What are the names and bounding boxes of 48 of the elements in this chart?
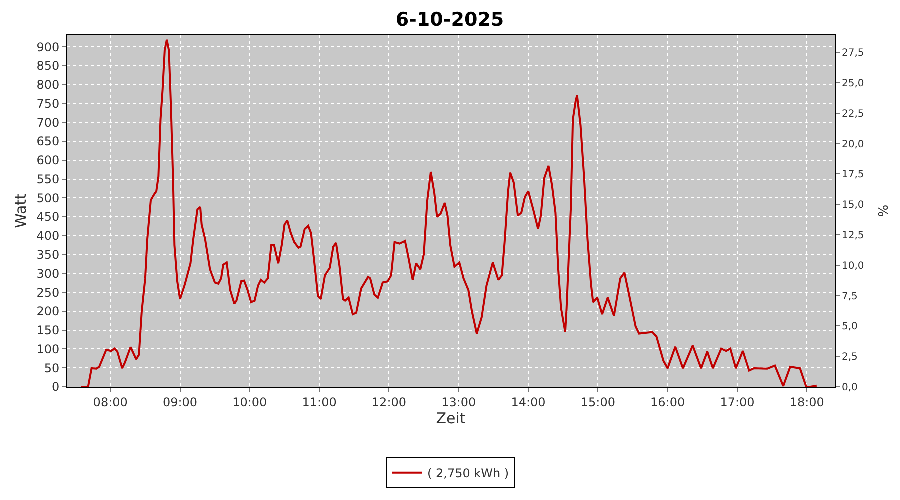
y2-tick-label: 25,0 [842, 78, 864, 90]
y-tick-label: 450 [36, 210, 60, 224]
y-tick-label: 0 [52, 380, 60, 394]
legend-label: ( 2,750 kWh ) [428, 466, 510, 481]
chart-title: 6-10-2025 [396, 8, 504, 31]
y-tick-label: 900 [36, 40, 60, 54]
y2-tick-label: 5,0 [842, 322, 858, 333]
y2-tick-label: 12,5 [842, 230, 864, 242]
x-tick-label: 13:00 [442, 395, 476, 410]
y2-tick-label: 7,5 [842, 291, 858, 302]
y2-tick-label: 20,0 [842, 139, 864, 150]
y-tick-label: 50 [44, 361, 60, 376]
y-tick-label: 100 [36, 342, 60, 356]
y-tick-label: 300 [36, 266, 60, 281]
y-tick-label: 250 [36, 286, 60, 300]
y2-axis-title: % [876, 204, 892, 218]
y2-tick-label: 27,5 [842, 48, 864, 60]
x-tick-label: 10:00 [232, 395, 268, 410]
x-tick-label: 12:00 [372, 395, 407, 410]
y2-tick-label: 22,5 [842, 108, 864, 120]
x-axis-title: Zeit [436, 409, 466, 428]
line-series [80, 38, 818, 387]
y-tick-label: 200 [36, 304, 60, 319]
y2-tick-label: 2,5 [842, 352, 858, 364]
x-tick-label: 16:00 [650, 395, 686, 410]
y2-tick-label: 0,0 [842, 382, 858, 394]
y-tick-label: 400 [36, 229, 60, 244]
y-tick-label: 650 [36, 134, 60, 149]
x-tick-label: 08:00 [93, 395, 128, 410]
y-tick-label: 700 [36, 116, 60, 130]
y-tick-label: 350 [36, 248, 60, 262]
y-tick-label: 550 [36, 172, 60, 186]
x-tick-label: 11:00 [302, 395, 337, 410]
x-tick-label: 09:00 [162, 395, 198, 410]
y-tick-label: 750 [36, 96, 60, 111]
y2-tick-label: 10,0 [842, 260, 864, 272]
x-tick-label: 17:00 [720, 395, 755, 410]
y2-tick-label: 17,5 [842, 170, 864, 181]
y-tick-label: 800 [36, 78, 60, 92]
y-axis-title: Watt [12, 193, 30, 228]
x-tick-label: 18:00 [790, 395, 824, 410]
y-tick-label: 600 [36, 154, 60, 168]
x-tick-label: 15:00 [580, 395, 616, 410]
y-tick-label: 150 [36, 324, 60, 338]
y-tick-label: 850 [36, 59, 60, 74]
y-tick-label: 500 [36, 191, 60, 206]
x-tick-label: 14:00 [511, 395, 546, 410]
y2-tick-label: 15,0 [842, 200, 864, 212]
